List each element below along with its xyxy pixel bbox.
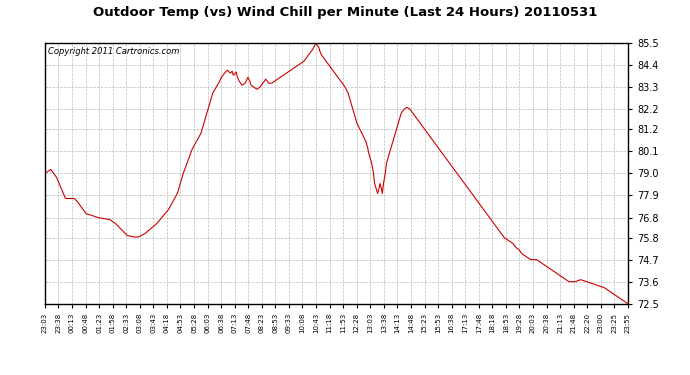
Text: Copyright 2011 Cartronics.com: Copyright 2011 Cartronics.com [48,47,179,56]
Text: Outdoor Temp (vs) Wind Chill per Minute (Last 24 Hours) 20110531: Outdoor Temp (vs) Wind Chill per Minute … [93,6,597,19]
